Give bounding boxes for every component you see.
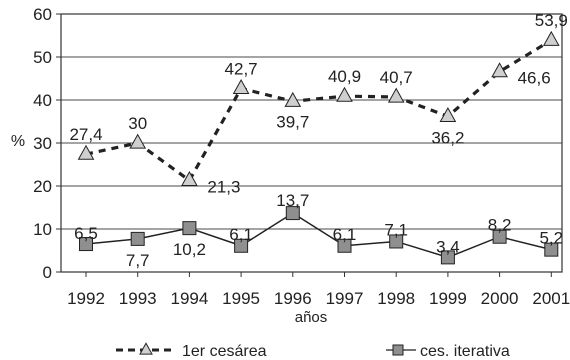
data-label: 3,4 [436,237,460,256]
data-label: 6,5 [74,224,98,243]
data-point-square [79,237,93,252]
data-label: 21,3 [207,177,240,196]
data-label: 5,2 [539,229,563,248]
data-point-square [285,206,300,221]
data-point-triangle [232,78,250,95]
data-label: 8,2 [488,216,512,235]
data-label: 40,9 [328,67,361,86]
data-point-square [234,238,249,253]
y-tick-label: 0 [43,263,52,282]
legend-marker-square [392,344,404,356]
data-label: 53,9 [535,11,568,30]
y-tick-label: 10 [33,220,52,239]
data-label: 7,7 [126,251,150,270]
data-point-triangle [491,62,508,78]
data-point-triangle [77,144,95,160]
data-label: 39,7 [276,112,309,131]
data-point-triangle [284,91,302,107]
legend-label-cesarea-iterativa: ces. iterativa [420,343,510,360]
data-label: 6,1 [333,225,357,244]
data-point-triangle [439,106,457,122]
axes: 0 10 20 30 40 50 60 1992 1993 1994 1995 1996 1997 199… [11,5,570,326]
x-tick-label: 2000 [481,289,519,308]
series-line [85,212,552,259]
series-primera-cesarea [77,30,560,187]
x-tick-label: 1995 [222,289,260,308]
data-point-square [130,231,145,246]
x-tick-label: 1996 [274,289,312,308]
data-point-square [182,221,197,236]
x-tick-label: 1998 [377,289,415,308]
data-label: 40,7 [380,68,413,87]
data-label: 27,4 [69,125,102,144]
data-point-triangle [336,86,353,102]
series-group [77,30,560,265]
series-line [85,38,553,183]
x-tick-label: 2001 [532,289,570,308]
x-tick-label: 1993 [119,289,157,308]
data-labels: 27,4 30 21,3 42,7 39,7 40,9 40,7 36,2 46,6 53,9 6,… [69,11,567,270]
data-point-triangle [542,30,560,46]
data-point-square [337,238,352,253]
y-axis-title: % [11,133,25,150]
data-label: 42,7 [225,59,258,78]
y-tick-label: 50 [33,48,52,67]
data-point-square [544,242,559,257]
data-label: 7,1 [384,220,408,239]
data-point-triangle [129,133,147,149]
data-point-square [492,229,507,244]
x-axis-title: años [295,309,328,326]
data-point-triangle [181,171,198,187]
legend-label-primera-cesarea: 1er cesárea [182,343,267,360]
x-tick-label: 1999 [429,289,467,308]
legend: 1er cesárea ces. iterativa [116,342,510,360]
x-tick-label: 1997 [326,289,364,308]
data-label: 46,6 [518,69,551,88]
data-point-square [440,250,455,265]
data-point-square [389,234,404,249]
legend-marker-triangle [139,342,153,355]
series-cesarea-iterativa [79,206,559,265]
y-tick-label: 40 [33,91,52,110]
data-label: 6,1 [229,225,253,244]
y-tick-label: 30 [33,134,52,153]
data-label: 10,2 [173,240,206,259]
data-label: 36,2 [431,128,464,147]
x-tick-label: 1992 [67,289,105,308]
data-label: 13,7 [276,191,309,210]
y-tick-label: 20 [33,177,52,196]
x-tick-label: 1994 [170,289,208,308]
y-tick-label: 60 [33,5,52,24]
data-point-triangle [387,87,405,103]
data-label: 30 [128,114,147,133]
